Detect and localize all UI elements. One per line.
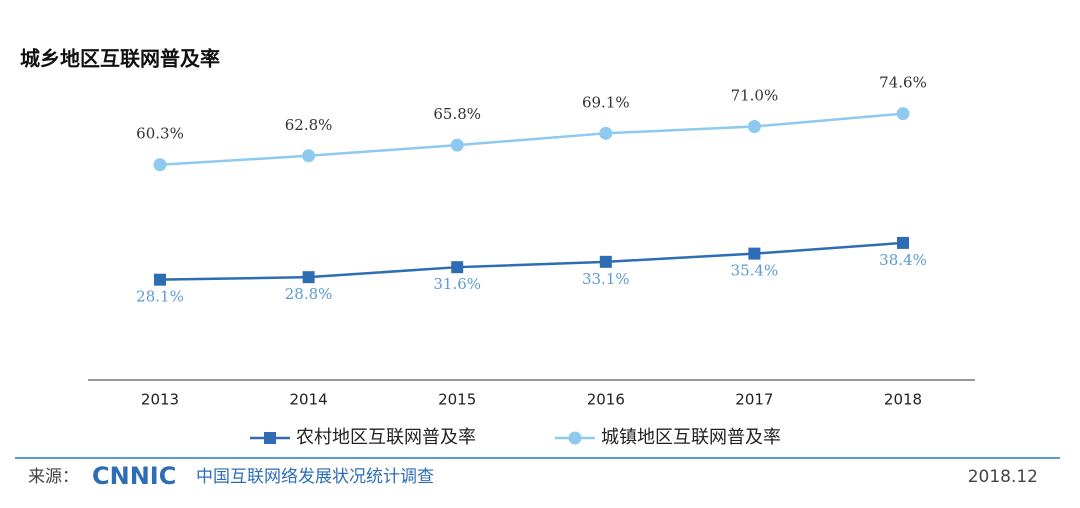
- legend-label: 农村地区互联网普及率: [296, 427, 476, 448]
- series-line: [159, 112, 904, 166]
- value-label: 60.3%: [136, 125, 184, 143]
- value-label: 62.8%: [285, 116, 333, 134]
- x-tick-label: 2013: [141, 391, 179, 409]
- legend-marker: [264, 432, 276, 444]
- value-label: 74.6%: [879, 74, 927, 92]
- marker: [153, 158, 167, 172]
- x-tick-label: 2015: [438, 391, 476, 409]
- value-label: 35.4%: [731, 262, 779, 280]
- marker: [451, 261, 464, 274]
- x-tick-label: 2014: [290, 391, 328, 409]
- value-label: 65.8%: [433, 105, 481, 123]
- value-label: 33.1%: [582, 270, 630, 288]
- series-line: [159, 241, 904, 281]
- marker: [897, 236, 909, 249]
- marker: [599, 126, 613, 140]
- date: 2018.12: [968, 467, 1038, 487]
- marker: [450, 138, 464, 152]
- value-label: 28.1%: [136, 288, 184, 306]
- marker: [747, 120, 761, 134]
- x-tick-label: 2018: [884, 391, 922, 409]
- value-label: 31.6%: [433, 275, 481, 293]
- marker: [896, 107, 910, 121]
- marker: [302, 149, 316, 163]
- marker: [302, 271, 315, 284]
- source-label: 来源：: [28, 467, 79, 487]
- marker: [154, 273, 166, 286]
- source: 中国互联网络发展状况统计调查: [196, 467, 434, 487]
- legend-label: 城镇地区互联网普及率: [601, 427, 781, 448]
- value-label: 38.4%: [879, 251, 927, 269]
- chart-title: 城乡地区互联网普及率: [20, 47, 220, 71]
- x-tick-label: 2017: [735, 391, 773, 409]
- value-label: 71.0%: [731, 87, 779, 105]
- x-tick-label: 2016: [587, 391, 625, 409]
- marker: [748, 247, 761, 260]
- logo: CNNIC: [92, 462, 176, 490]
- value-label: 69.1%: [582, 93, 630, 111]
- legend-marker: [568, 431, 582, 445]
- value-label: 28.8%: [285, 285, 333, 303]
- marker: [599, 255, 612, 268]
